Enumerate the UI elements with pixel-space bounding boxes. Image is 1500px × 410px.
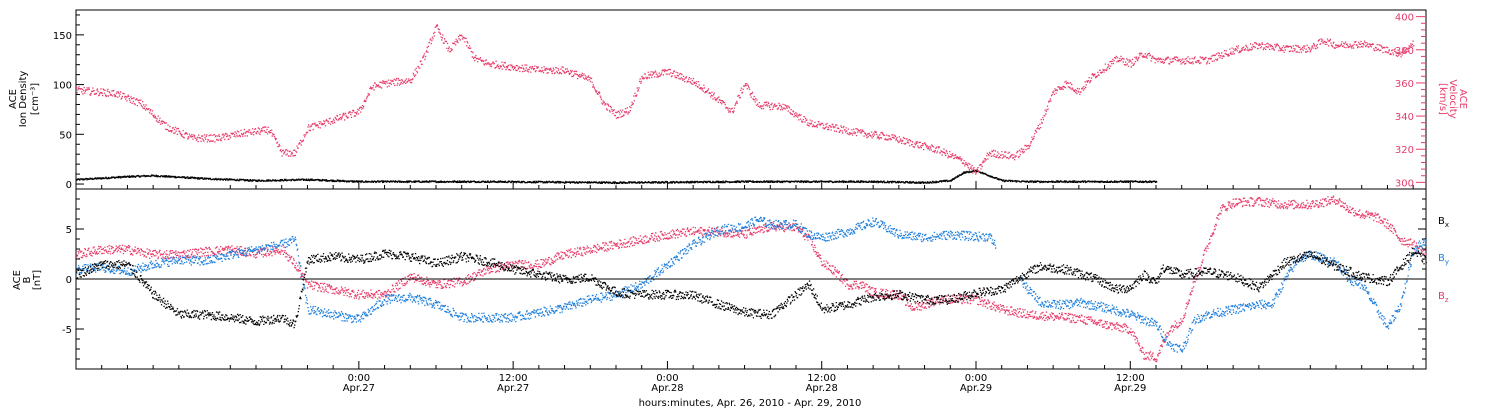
top-left-axis-unit: [cm⁻³] [30,83,41,115]
top-right-y-axis-ticks: 300 320 340 360 380 400 [1395,13,1426,189]
b-field-tick-label: 5 [66,225,72,236]
b-component-legend: Bx By Bz [1438,216,1449,304]
x-tick-label-date: Apr.29 [1114,383,1146,394]
velocity-tick-label: 360 [1395,79,1414,90]
velocity-tick-label: 340 [1395,112,1414,123]
by-series [76,216,1427,353]
bx-series-marks [76,247,1427,329]
top-right-axis-label: ACE Velocity [km/s] [1437,79,1468,118]
legend-bz-main: B [1438,291,1445,302]
bottom-left-y-axis-ticks: -5 0 5 [62,198,1426,360]
x-tick-label-date: Apr.29 [960,383,992,394]
top-panel-frame [75,9,1427,190]
top-right-axis-label-line1: ACE [1457,89,1468,109]
legend-bx-sub: x [1445,221,1449,229]
top-right-axis-label-line2: Velocity [1447,79,1458,118]
x-tick-label-date: Apr.27 [497,383,529,394]
velocity-series [76,24,1415,175]
bottom-left-axis-label-line1: ACE [12,270,23,290]
top-left-y-axis-ticks: 0 50 100 150 [53,14,84,191]
velocity-tick-label: 400 [1395,13,1414,24]
legend-bz: Bz [1438,291,1449,304]
b-field-tick-label: 0 [66,275,72,286]
top-left-axis-label-line1: ACE [8,89,19,109]
legend-bz-sub: z [1445,296,1449,304]
by-series-marks [76,216,1427,353]
velocity-tick-label: 300 [1395,178,1414,189]
top-left-axis-label: ACE Ion Density [cm⁻³] [8,71,41,128]
velocity-tick-label: 380 [1395,46,1414,57]
ion-density-series-marks [76,169,1158,185]
b-field-tick-label: -5 [62,325,72,336]
bottom-left-axis-unit: [nT] [32,270,43,290]
legend-by-sub: y [1445,258,1449,266]
x-tick-label-time: 12:00 [1116,373,1145,384]
legend-by: By [1438,253,1449,266]
x-axis-ticks: 0:00Apr.2712:00Apr.270:00Apr.2812:00Apr.… [101,181,1414,394]
ion-density-tick-label: 0 [66,180,72,191]
velocity-series-marks [76,24,1415,175]
x-tick-label-time: 12:00 [499,373,528,384]
bottom-left-axis-label: ACE B [nT] [12,270,43,290]
x-tick-label-date: Apr.28 [806,383,838,394]
x-tick-label-date: Apr.27 [343,383,375,394]
ion-density-tick-label: 150 [53,31,72,42]
bottom-panel-series [76,195,1427,363]
ion-density-tick-label: 100 [53,81,72,92]
ion-density-series [76,169,1158,185]
x-tick-label-time: 0:00 [348,373,370,384]
legend-bx: Bx [1438,216,1449,229]
top-left-axis-label-line2: Ion Density [18,71,29,128]
bx-series [76,247,1427,329]
x-tick-label-date: Apr.28 [651,383,683,394]
top-right-axis-unit: [km/s] [1437,83,1448,115]
ion-density-tick-label: 50 [59,130,72,141]
legend-bx-main: B [1438,216,1445,227]
top-panel-series [76,24,1415,185]
x-tick-label-time: 0:00 [965,373,987,384]
velocity-tick-label: 320 [1395,145,1414,156]
x-tick-label-time: 0:00 [656,373,678,384]
bottom-left-axis-label-line2: B [22,276,33,283]
x-axis-title: hours:minutes, Apr. 26, 2010 - Apr. 29, … [639,398,862,409]
legend-by-main: B [1438,253,1445,264]
x-tick-label-time: 12:00 [807,373,836,384]
